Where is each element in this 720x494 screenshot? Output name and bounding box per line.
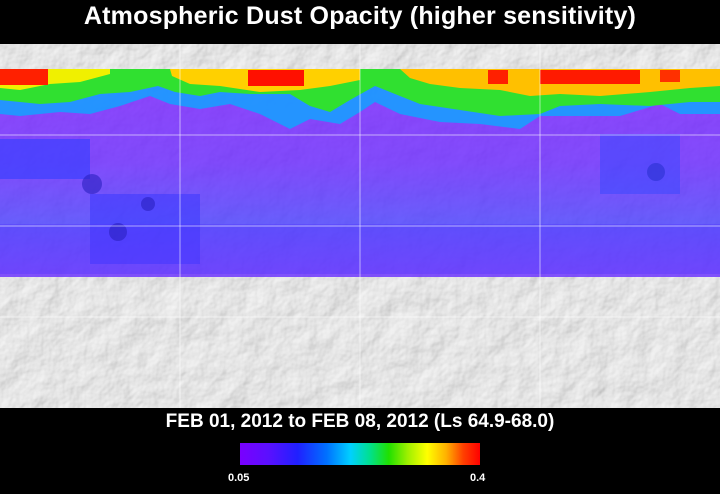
- date-range-label: FEB 01, 2012 to FEB 08, 2012 (Ls 64.9-68…: [165, 411, 555, 432]
- page-title: Atmospheric Dust Opacity (higher sensiti…: [83, 2, 637, 30]
- mars-map: [0, 44, 720, 408]
- colorbar-min-label: 0.05: [228, 472, 250, 484]
- grid-lines: [0, 44, 720, 408]
- colorbar: [240, 443, 480, 465]
- colorbar-max-label: 0.4: [470, 472, 486, 484]
